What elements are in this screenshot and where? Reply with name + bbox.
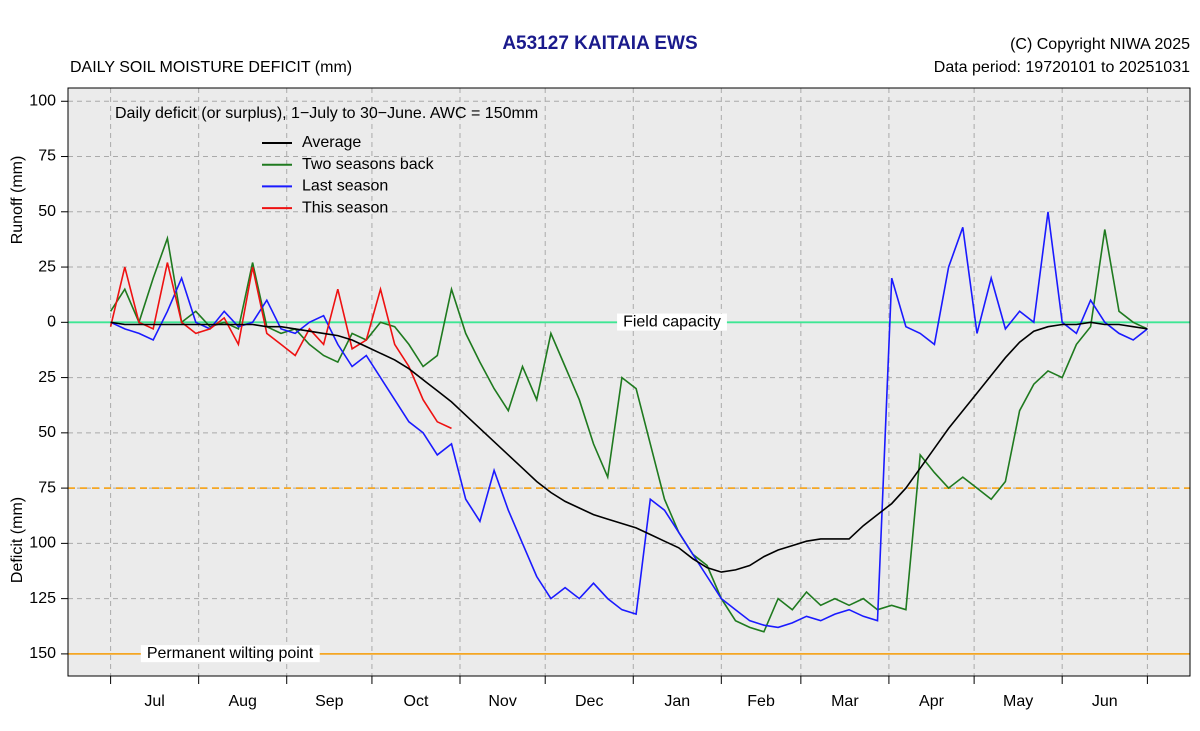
series-line — [110, 321, 1148, 573]
legend-label: Two seasons back — [302, 156, 435, 173]
x-tick-label: Nov — [488, 693, 516, 710]
y-tick-label: 75 — [38, 479, 56, 496]
x-tick-label: Feb — [747, 693, 775, 710]
y-tick-label: 100 — [29, 92, 56, 109]
subtitle: DAILY SOIL MOISTURE DEFICIT (mm) — [70, 59, 352, 76]
reference-label: Field capacity — [623, 314, 721, 331]
plot-border — [67, 87, 1191, 677]
chart-title: A53127 KAITAIA EWS — [502, 33, 697, 54]
legend-label: Last season — [302, 178, 388, 195]
series-line — [110, 211, 1148, 629]
x-tick-label: Dec — [575, 693, 603, 710]
y-tick-label: 25 — [38, 258, 56, 275]
y-tick-label: 50 — [38, 424, 56, 441]
x-tick-label: Jul — [144, 693, 164, 710]
x-tick-label: Sep — [315, 693, 344, 710]
reference-label: Permanent wilting point — [147, 645, 314, 662]
x-tick-label: Apr — [919, 693, 945, 710]
series-line — [109, 229, 1148, 633]
label-background — [617, 313, 727, 331]
legend-label: Average — [302, 134, 361, 151]
x-tick-label: Oct — [404, 693, 429, 710]
data-period: Data period: 19720101 to 20251031 — [934, 59, 1190, 76]
x-tick-label: May — [1003, 693, 1033, 710]
y-axis-label: Runoff (mm) — [9, 156, 26, 245]
label-background — [140, 645, 320, 663]
plot-background — [68, 88, 1190, 676]
y-tick-label: 50 — [38, 203, 56, 220]
y-tick-label: 125 — [29, 590, 56, 607]
copyright: (C) Copyright NIWA 2025 — [1010, 36, 1190, 53]
series-line — [109, 262, 452, 430]
x-tick-label: Jan — [664, 693, 690, 710]
y-tick-label: 75 — [38, 148, 56, 165]
x-tick-label: Aug — [228, 693, 256, 710]
y-tick-label: 25 — [38, 369, 56, 386]
legend-label: This season — [302, 199, 388, 216]
y-axis-label: Deficit (mm) — [9, 497, 26, 583]
y-tick-label: 150 — [29, 645, 56, 662]
y-tick-label: 100 — [29, 535, 56, 552]
x-tick-label: Jun — [1092, 693, 1118, 710]
x-tick-label: Mar — [831, 693, 859, 710]
annotation: Daily deficit (or surplus), 1−July to 30… — [115, 105, 538, 122]
y-tick-label: 0 — [47, 314, 56, 331]
